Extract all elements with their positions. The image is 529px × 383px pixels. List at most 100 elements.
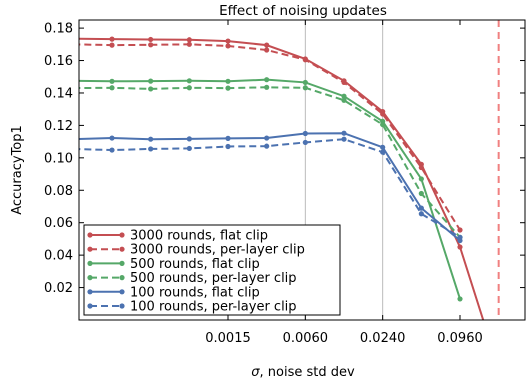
legend-label: 100 rounds, flat clip bbox=[130, 285, 260, 300]
y-tick-label: 0.10 bbox=[44, 151, 73, 166]
legend-entry: 100 rounds, per-layer clip bbox=[87, 300, 297, 315]
data-point bbox=[186, 78, 192, 84]
y-tick-label: 0.12 bbox=[44, 119, 73, 134]
data-point bbox=[341, 136, 347, 142]
data-point bbox=[71, 36, 76, 41]
series-2 bbox=[71, 41, 463, 233]
legend-entry: 100 rounds, flat clip bbox=[87, 285, 260, 300]
legend-marker bbox=[119, 275, 125, 281]
data-point bbox=[302, 139, 308, 146]
data-point bbox=[457, 234, 463, 240]
data-point bbox=[341, 97, 347, 103]
legend-marker bbox=[87, 246, 93, 252]
x-tick-label: 0.0015 bbox=[205, 331, 251, 346]
y-tick-label: 0.04 bbox=[44, 249, 73, 264]
y-tick-label: 0.06 bbox=[44, 216, 73, 231]
data-point bbox=[71, 137, 76, 142]
legend-marker bbox=[119, 260, 125, 266]
data-point bbox=[186, 85, 192, 91]
x-tick-label: 0.0240 bbox=[360, 331, 406, 346]
data-point bbox=[225, 85, 231, 91]
data-point bbox=[186, 136, 192, 142]
data-point bbox=[109, 36, 115, 42]
chart-title: Effect of noising updates bbox=[219, 3, 387, 19]
data-point bbox=[418, 176, 424, 182]
legend-label: 100 rounds, per-layer clip bbox=[130, 300, 297, 315]
data-point bbox=[109, 135, 115, 141]
series-line bbox=[79, 37, 485, 320]
x-axis-title-symbol: σ bbox=[251, 365, 260, 380]
series-1 bbox=[71, 36, 501, 371]
series-6 bbox=[79, 136, 463, 240]
data-point bbox=[341, 79, 347, 86]
data-point bbox=[186, 41, 192, 47]
data-point bbox=[302, 130, 308, 137]
data-point bbox=[109, 85, 115, 91]
series-layer bbox=[71, 36, 501, 371]
x-tick-label: 0.0060 bbox=[283, 331, 329, 346]
legend-label: 3000 rounds, per-layer clip bbox=[130, 243, 305, 258]
data-point bbox=[186, 37, 192, 43]
legend-box bbox=[83, 224, 341, 316]
legend-marker bbox=[87, 303, 93, 309]
data-point bbox=[225, 135, 231, 141]
data-point bbox=[457, 227, 463, 233]
legend-marker bbox=[119, 303, 125, 309]
data-point bbox=[496, 366, 501, 371]
data-point bbox=[148, 36, 154, 43]
y-tick-label: 0.02 bbox=[44, 281, 73, 296]
legend-marker bbox=[119, 232, 125, 238]
data-point bbox=[264, 47, 270, 53]
data-point bbox=[380, 149, 386, 155]
data-point bbox=[418, 190, 424, 197]
legend-marker bbox=[87, 232, 93, 238]
legend-marker bbox=[87, 289, 93, 295]
data-point bbox=[264, 143, 270, 149]
x-axis-title-rest: , noise std dev bbox=[260, 365, 355, 380]
data-point bbox=[71, 42, 76, 47]
legend-entry: 3000 rounds, flat clip bbox=[87, 229, 268, 244]
legend-entry: 500 rounds, flat clip bbox=[87, 257, 260, 272]
y-tick-label: 0.08 bbox=[44, 184, 73, 199]
data-point bbox=[264, 42, 270, 48]
legend-marker bbox=[87, 260, 93, 266]
legend-marker bbox=[119, 289, 125, 295]
y-tick-label: 0.18 bbox=[44, 22, 73, 37]
data-point bbox=[264, 135, 270, 141]
legend-label: 500 rounds, flat clip bbox=[130, 257, 260, 272]
data-point bbox=[302, 85, 308, 91]
data-point bbox=[418, 164, 424, 171]
data-point bbox=[264, 84, 270, 90]
legend-marker bbox=[87, 275, 93, 281]
data-point bbox=[148, 42, 154, 48]
series-line bbox=[79, 138, 461, 239]
data-point bbox=[418, 205, 424, 211]
data-point bbox=[380, 121, 386, 128]
plot-frame bbox=[78, 19, 526, 321]
data-point bbox=[186, 145, 192, 152]
series-3 bbox=[71, 77, 463, 302]
data-point bbox=[380, 111, 386, 117]
data-point bbox=[380, 144, 386, 150]
axis-ticks: 0.02 0.04 0.06 0.08 0.10 0.12 0.14 0.16 0.18 0.00… bbox=[44, 20, 525, 346]
data-point bbox=[302, 57, 308, 63]
data-point bbox=[264, 77, 270, 83]
data-point bbox=[225, 43, 231, 49]
x-tick-label: 0.0960 bbox=[437, 331, 483, 346]
data-point bbox=[109, 78, 115, 84]
y-tick-label: 0.14 bbox=[44, 86, 73, 101]
legend-entry: 500 rounds, per-layer clip bbox=[87, 271, 297, 286]
legend-marker bbox=[119, 246, 125, 252]
legend-label: 3000 rounds, flat clip bbox=[130, 229, 268, 244]
data-point bbox=[148, 86, 154, 92]
data-point bbox=[71, 78, 76, 83]
data-point bbox=[109, 147, 115, 153]
data-point bbox=[225, 143, 231, 150]
data-point bbox=[109, 42, 115, 48]
data-point bbox=[148, 146, 154, 152]
data-point bbox=[148, 136, 154, 142]
data-point bbox=[457, 244, 463, 250]
data-point bbox=[148, 78, 154, 84]
